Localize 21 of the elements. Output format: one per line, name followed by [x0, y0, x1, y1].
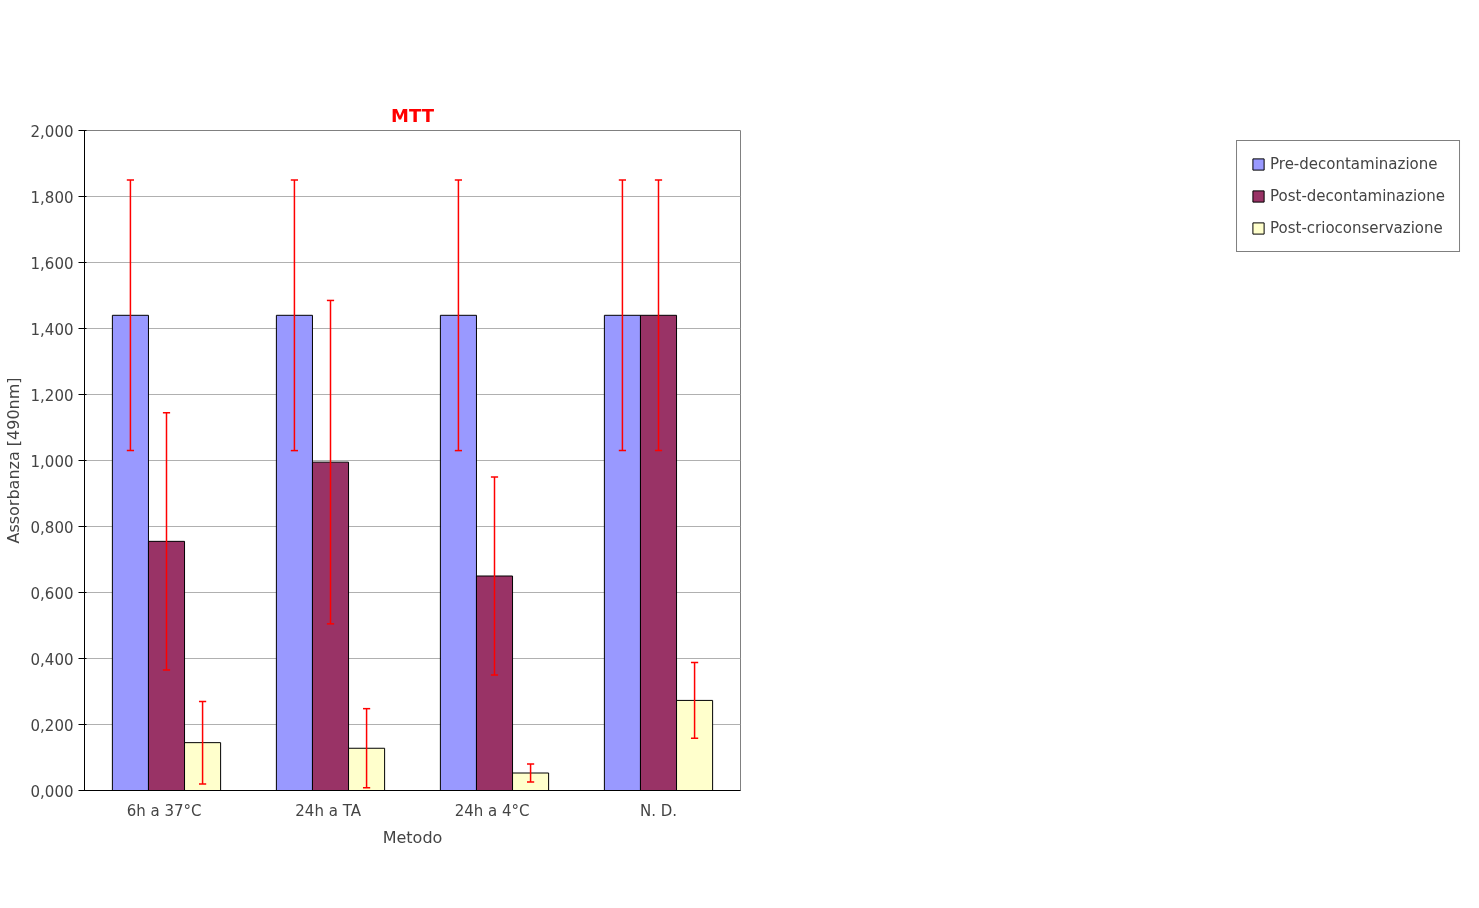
x-tick-label: N. D.: [639, 801, 678, 820]
legend-label: Pre-decontaminazione: [1270, 155, 1438, 173]
y-tick-label: 1,200: [30, 386, 74, 405]
y-tick-label: 1,600: [30, 254, 74, 273]
y-tick-label: 0,600: [30, 584, 74, 603]
y-tick-label: 0,000: [30, 782, 74, 801]
y-axis-title: Assorbanza [490nm]: [3, 377, 23, 544]
y-tick-label: 0,800: [30, 518, 74, 537]
x-tick-label: 24h a TA: [295, 801, 362, 820]
y-tick-label: 1,400: [30, 320, 74, 339]
y-tick-label: 0,400: [30, 650, 74, 669]
y-tick-label: 0,200: [30, 716, 74, 735]
y-tick-label: 2,000: [30, 122, 74, 141]
y-tick-label: 1,000: [30, 452, 74, 471]
x-tick-label: 6h a 37°C: [126, 801, 202, 820]
y-tick-label: 1,800: [30, 188, 74, 207]
chart-title: MTT: [391, 104, 435, 126]
legend-label: Post-crioconservazione: [1270, 219, 1443, 237]
x-axis-title: Metodo: [382, 827, 443, 847]
x-tick-label: 24h a 4°C: [454, 801, 530, 820]
legend-label: Post-decontaminazione: [1270, 187, 1445, 205]
